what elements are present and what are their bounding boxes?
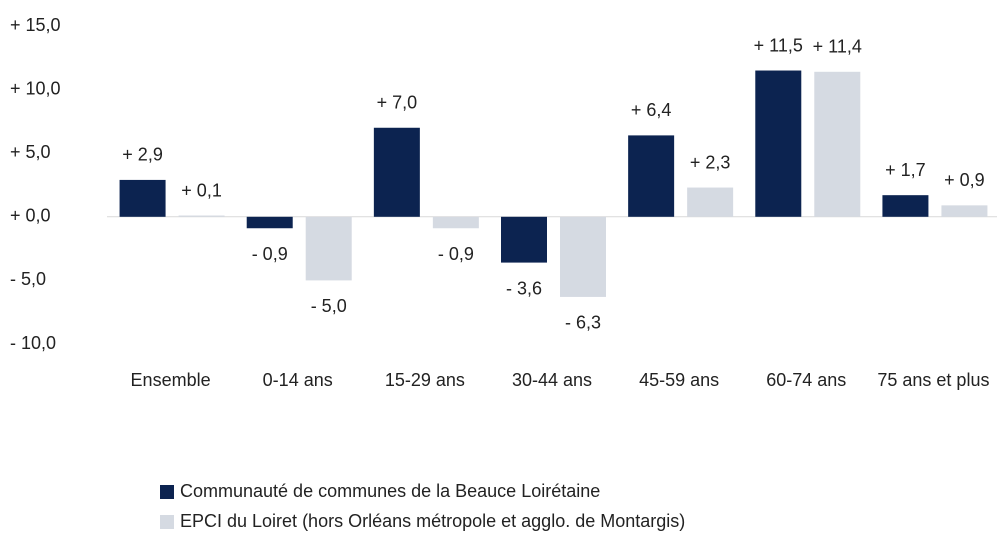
y-tick-label: + 10,0 <box>10 78 61 98</box>
bar <box>687 187 734 217</box>
bar <box>882 195 929 217</box>
data-label: - 5,0 <box>311 296 347 316</box>
x-tick-label: 15-29 ans <box>385 370 465 390</box>
bar <box>755 70 802 217</box>
legend-label: Communauté de communes de la Beauce Loir… <box>180 481 600 501</box>
x-tick-label: 30-44 ans <box>512 370 592 390</box>
x-tick-label: 60-74 ans <box>766 370 846 390</box>
data-label: + 1,7 <box>885 160 926 180</box>
bar <box>119 179 166 217</box>
x-tick-label: 45-59 ans <box>639 370 719 390</box>
y-tick-label: - 10,0 <box>10 333 56 353</box>
legend-label: EPCI du Loiret (hors Orléans métropole e… <box>180 511 685 531</box>
data-label: - 6,3 <box>565 313 601 333</box>
bar <box>628 135 675 217</box>
bar <box>941 205 988 217</box>
y-tick-label: + 0,0 <box>10 206 51 226</box>
y-tick-label: - 5,0 <box>10 269 46 289</box>
y-tick-label: + 15,0 <box>10 15 61 35</box>
data-label: + 11,5 <box>754 35 803 55</box>
x-tick-label: 0-14 ans <box>263 370 333 390</box>
data-label: + 7,0 <box>377 93 418 113</box>
data-label: + 2,9 <box>122 145 163 165</box>
data-label: - 0,9 <box>438 244 474 264</box>
data-label: + 0,1 <box>181 180 222 200</box>
legend-swatch <box>160 485 174 499</box>
y-tick-label: + 5,0 <box>10 142 51 162</box>
data-label: - 3,6 <box>506 278 542 298</box>
bar <box>373 127 420 217</box>
x-tick-label: Ensemble <box>131 370 211 390</box>
bar <box>560 216 606 297</box>
x-tick-label: 75 ans et plus <box>877 370 989 390</box>
bar <box>814 71 861 217</box>
data-label: + 11,4 <box>813 37 862 57</box>
data-label: + 6,4 <box>631 100 672 120</box>
bar <box>432 216 479 229</box>
data-label: + 0,9 <box>944 170 985 190</box>
bar <box>246 216 293 229</box>
legend-swatch <box>160 515 174 529</box>
bar <box>501 216 547 263</box>
bar <box>178 215 225 217</box>
bar <box>305 216 352 281</box>
data-label: + 2,3 <box>690 152 731 172</box>
data-label: - 0,9 <box>252 244 288 264</box>
